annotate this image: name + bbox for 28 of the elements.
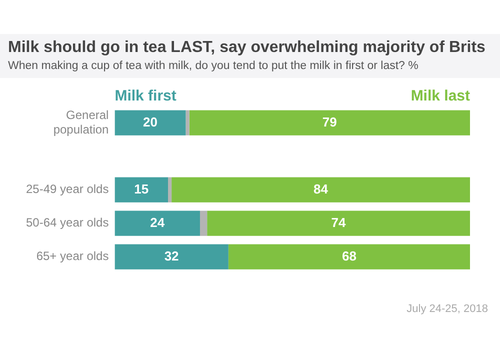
bar bbox=[168, 177, 172, 202]
bar bbox=[207, 210, 470, 236]
bar bbox=[114, 210, 200, 236]
data-label: 24 bbox=[150, 214, 166, 230]
y-tick-label: 25-49 year olds bbox=[26, 182, 109, 196]
bar bbox=[172, 177, 470, 202]
data-label: 68 bbox=[342, 248, 356, 264]
data-label: 15 bbox=[134, 181, 149, 196]
chart-title: Milk should go in tea LAST, say overwhelming majority of Brits bbox=[8, 39, 486, 57]
chart-subtitle: When making a cup of tea with milk, do you tend to put the milk in first or last? % bbox=[8, 60, 418, 72]
data-label: 32 bbox=[164, 248, 179, 264]
y-tick-label: 65+ year olds bbox=[36, 249, 109, 264]
bar bbox=[114, 177, 168, 202]
bar bbox=[200, 210, 208, 236]
bar bbox=[228, 244, 470, 270]
y-tick-label: 50-64 year olds bbox=[26, 216, 109, 230]
text: July 24-25, 2018 bbox=[406, 303, 488, 315]
data-label: 74 bbox=[331, 214, 347, 230]
data-label: 20 bbox=[143, 114, 158, 130]
bar bbox=[189, 110, 470, 136]
y-tick-label: General population bbox=[53, 108, 109, 136]
bar bbox=[114, 110, 186, 136]
bar bbox=[114, 244, 228, 270]
series-label: Milk first bbox=[114, 88, 176, 105]
data-label: 84 bbox=[314, 181, 329, 196]
data-label: 79 bbox=[322, 114, 337, 130]
bar bbox=[186, 110, 190, 136]
series-label: Milk last bbox=[410, 88, 470, 105]
